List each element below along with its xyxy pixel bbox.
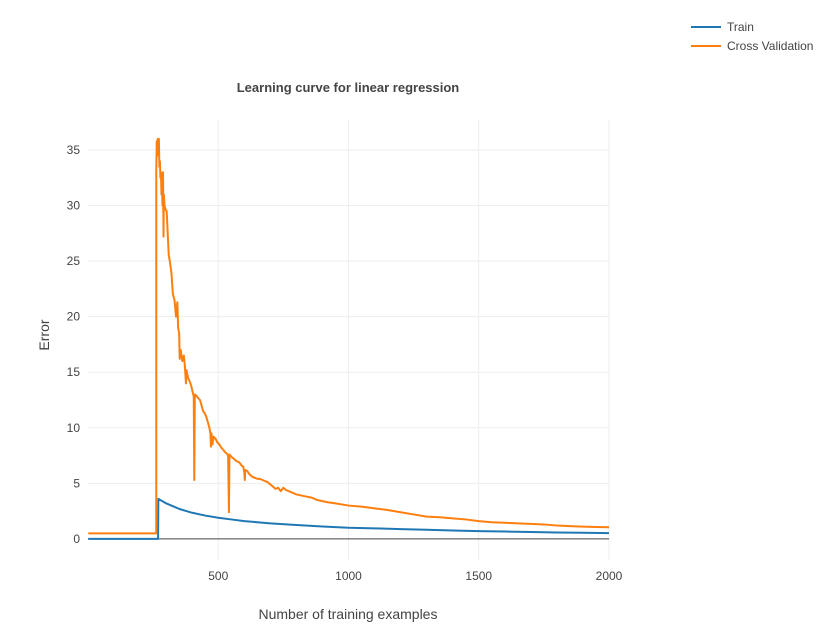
tick-labels: 500 1000 1500 2000 0 5 10 15 20 25 30 35 [67, 143, 623, 583]
x-axis-title: Number of training examples [259, 606, 438, 622]
series-line-train [88, 497, 610, 540]
y-tick-label: 35 [67, 143, 81, 157]
y-tick-label: 20 [67, 310, 81, 324]
chart-title: Learning curve for linear regression [237, 80, 460, 95]
grid [88, 120, 610, 560]
legend-item-train[interactable]: Train [691, 20, 754, 34]
legend-item-cross-validation[interactable]: Cross Validation [691, 39, 813, 53]
series-line-cross-validation [88, 137, 610, 535]
y-axis-title: Error [36, 319, 52, 350]
x-tick-label: 500 [208, 569, 228, 583]
x-tick-label: 1000 [335, 569, 362, 583]
legend[interactable]: Train Cross Validation [691, 20, 813, 53]
y-tick-label: 25 [67, 254, 81, 268]
legend-label-train: Train [727, 20, 754, 34]
x-tick-label: 1500 [465, 569, 492, 583]
y-tick-label: 0 [73, 532, 80, 546]
series [88, 137, 610, 540]
y-tick-label: 5 [73, 476, 80, 490]
legend-label-cross-validation: Cross Validation [727, 39, 813, 53]
y-tick-label: 10 [67, 421, 81, 435]
y-tick-label: 30 [67, 199, 81, 213]
x-tick-label: 2000 [596, 569, 623, 583]
y-tick-label: 15 [67, 365, 81, 379]
